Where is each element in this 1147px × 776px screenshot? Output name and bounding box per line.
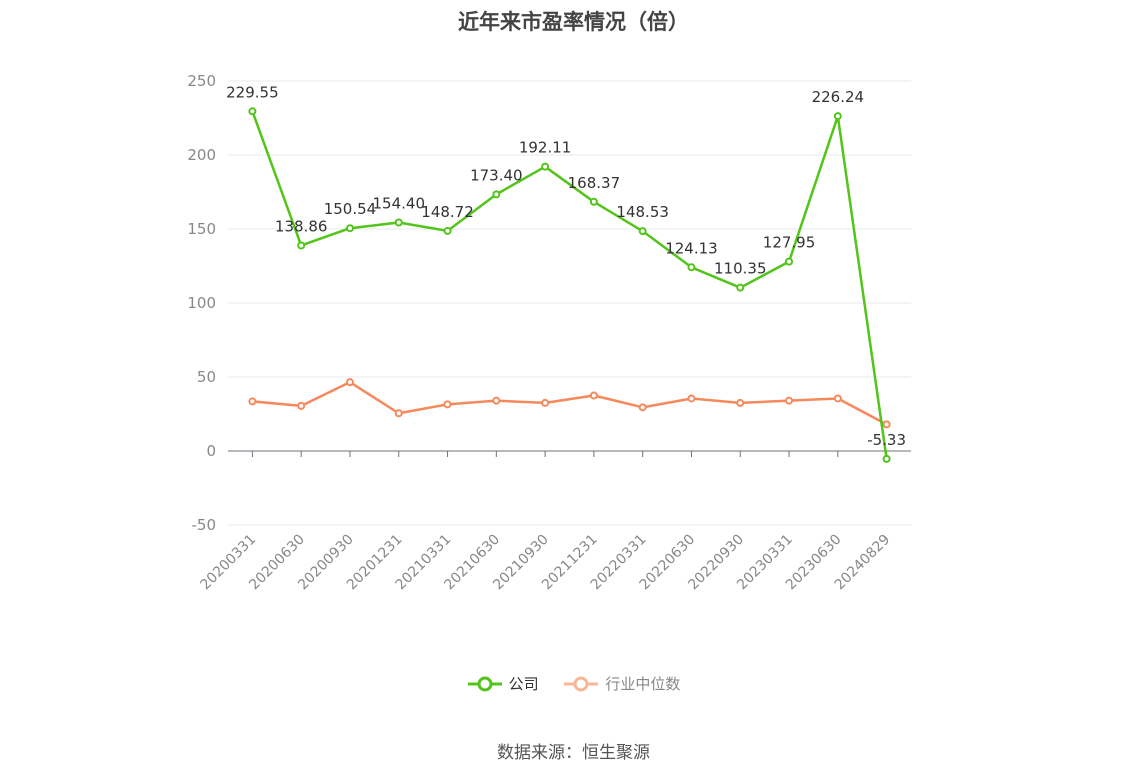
data-point-company bbox=[589, 197, 598, 206]
data-point-industry bbox=[248, 397, 257, 406]
legend-industry-line-icon bbox=[564, 676, 599, 691]
legend-industry-label: 行业中位数 bbox=[605, 675, 681, 693]
data-label: 173.40 bbox=[470, 166, 523, 184]
series-line-company bbox=[251, 110, 888, 460]
data-point-industry bbox=[394, 409, 403, 418]
data-label: 110.35 bbox=[714, 260, 767, 278]
data-point-company bbox=[833, 112, 842, 121]
data-point-industry bbox=[638, 403, 647, 412]
data-point-company bbox=[541, 162, 550, 171]
data-point-company bbox=[736, 283, 745, 292]
chart-title: 近年来市盈率情况（倍） bbox=[458, 10, 689, 34]
data-label: 148.72 bbox=[421, 203, 474, 221]
data-label: 150.54 bbox=[324, 200, 377, 218]
data-point-company bbox=[394, 218, 403, 227]
data-point-industry bbox=[687, 394, 696, 403]
data-point-industry bbox=[882, 420, 891, 429]
data-point-company bbox=[248, 107, 257, 116]
legend-item-company[interactable]: 公司 bbox=[467, 673, 539, 694]
y-tick-label: 100 bbox=[187, 294, 216, 312]
data-label: 229.55 bbox=[226, 83, 279, 101]
y-tick-label: 0 bbox=[206, 442, 216, 460]
data-label: 124.13 bbox=[665, 239, 718, 257]
data-point-industry bbox=[833, 394, 842, 403]
series-lines bbox=[248, 107, 891, 463]
data-point-industry bbox=[541, 398, 550, 407]
y-tick-label: 150 bbox=[187, 220, 216, 238]
gridlines bbox=[228, 80, 911, 526]
data-label: 226.24 bbox=[812, 88, 865, 106]
data-source-note: 数据来源：恒生聚源 bbox=[497, 743, 650, 763]
data-point-industry bbox=[785, 396, 794, 405]
data-point-company bbox=[785, 257, 794, 266]
data-point-company bbox=[687, 263, 696, 272]
data-point-company bbox=[443, 226, 452, 235]
y-tick-label: 50 bbox=[197, 368, 216, 386]
data-point-company bbox=[638, 227, 647, 236]
data-label: 138.86 bbox=[275, 217, 328, 235]
data-label: 127.95 bbox=[763, 234, 816, 252]
y-tick-label: -50 bbox=[192, 516, 217, 534]
legend-company-label: 公司 bbox=[508, 675, 539, 693]
data-point-company bbox=[882, 454, 891, 463]
data-point-industry bbox=[443, 400, 452, 409]
series-line-industry bbox=[252, 380, 888, 426]
legend-company-line-icon bbox=[467, 676, 502, 691]
y-tick-label: 200 bbox=[187, 146, 216, 164]
data-point-industry bbox=[492, 396, 501, 405]
data-label: 168.37 bbox=[568, 174, 621, 192]
data-label: -5.33 bbox=[867, 431, 906, 449]
legend: 公司 行业中位数 bbox=[0, 673, 1147, 696]
y-tick-label: 250 bbox=[187, 72, 216, 90]
data-point-industry bbox=[736, 398, 745, 407]
legend-item-industry[interactable]: 行业中位数 bbox=[563, 673, 680, 694]
data-label: 192.11 bbox=[519, 139, 572, 157]
data-label: 154.40 bbox=[373, 194, 426, 212]
data-point-industry bbox=[589, 391, 598, 400]
data-point-industry bbox=[345, 378, 354, 387]
data-point-industry bbox=[297, 401, 306, 410]
data-point-company bbox=[492, 190, 501, 199]
data-label: 148.53 bbox=[616, 203, 669, 221]
data-point-company bbox=[345, 224, 354, 233]
data-point-company bbox=[297, 241, 306, 250]
